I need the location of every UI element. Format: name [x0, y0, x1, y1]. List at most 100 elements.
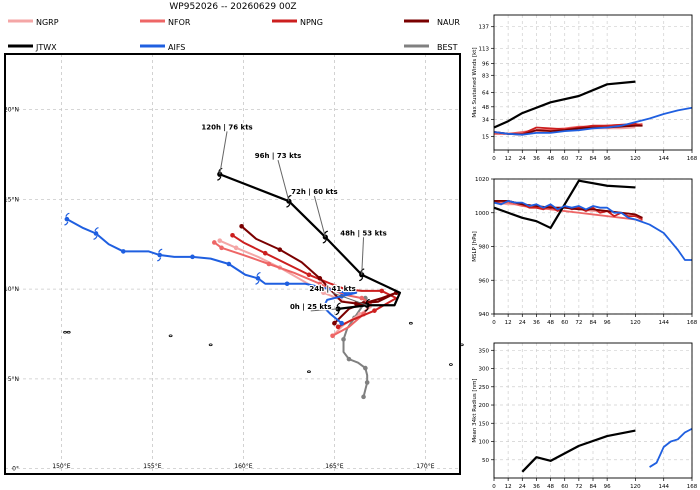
panel-y-tick-label: 940	[479, 312, 490, 318]
panel-x-tick-label: 36	[533, 320, 540, 326]
panel-y-tick-label: 15	[482, 135, 489, 141]
track-point-naur	[353, 301, 359, 306]
track-point-aifs	[121, 249, 126, 254]
panel-x-tick-label: 84	[590, 320, 597, 326]
panel-y-tick-label: 150	[479, 421, 490, 427]
panel-x-tick-label: 84	[590, 484, 597, 490]
panel-x-tick-label: 168	[687, 320, 698, 326]
map-island	[408, 321, 413, 325]
track-point-nfor	[317, 281, 323, 287]
annotation-leader	[332, 292, 368, 306]
track-point-ngrp	[217, 238, 223, 243]
track-point-nfor	[330, 333, 335, 339]
track-point-aifs	[190, 254, 195, 260]
map-lat-label: 5°N	[8, 376, 19, 383]
panel-y-tick-label: 960	[479, 278, 490, 284]
panel-x-tick-label: 24	[519, 320, 526, 326]
legend-label-best: BEST	[437, 43, 458, 52]
panel-line-jtwx	[521, 429, 636, 473]
panel-frame	[493, 178, 693, 315]
panel-x-tick-label: 120	[630, 320, 641, 326]
panel-y-tick-label: 100	[479, 440, 490, 446]
panel-x-tick-label: 72	[575, 156, 582, 162]
map-lon-label: 150°E	[52, 463, 70, 470]
legend: NGRP NFOR NPNG NAUR JTWX AIFS BEST	[8, 18, 460, 52]
track-point-npng	[379, 288, 385, 294]
panel-y-tick-label: 1020	[475, 177, 489, 183]
annotation-leader	[310, 308, 339, 312]
panel-x-tick-label: 24	[519, 156, 526, 162]
panel-y-tick-label: 1000	[475, 211, 489, 217]
track-point-npng	[306, 272, 312, 278]
track-point-aifs	[339, 320, 345, 326]
track-point-npng	[262, 250, 268, 256]
legend-label-npng: NPNG	[300, 18, 323, 27]
panel-frame	[493, 342, 693, 479]
annotation-label: 120h | 76 kts	[201, 123, 252, 132]
track-point-nfor	[212, 240, 217, 245]
panel-y-tick-label: 300	[479, 367, 490, 373]
panel-y-axis-label: MSLP [hPa]	[472, 231, 478, 262]
track-point-nfor	[266, 261, 272, 267]
track-point-naur	[239, 224, 244, 229]
panel-x-tick-label: 12	[505, 484, 512, 490]
track-point-aifs	[284, 281, 290, 287]
panel-y-tick-label: 64	[482, 90, 489, 96]
annotation-leader	[277, 159, 290, 202]
track-point-aifs	[226, 261, 232, 267]
panel-x-tick-label: 120	[630, 156, 641, 162]
panel-x-tick-label: 48	[547, 320, 554, 326]
map-frame	[4, 53, 461, 475]
legend-label-nfor: NFOR	[168, 18, 191, 27]
panel-x-tick-label: 144	[658, 484, 669, 490]
panel-x-tick-label: 48	[547, 156, 554, 162]
panel-x-tick-label: 120	[630, 484, 641, 490]
annotation-label: 72h | 60 kts	[291, 188, 338, 197]
panel-x-tick-label: 168	[687, 156, 698, 162]
annotation-label: 96h | 73 kts	[255, 152, 302, 161]
annotation-label: 48h | 53 kts	[340, 229, 387, 238]
map-island	[66, 330, 71, 334]
panel-line-aifs	[493, 106, 693, 136]
cyclone-symbol-arm	[335, 302, 341, 316]
track-point-npng	[343, 286, 348, 292]
track-point-best	[341, 337, 346, 342]
annotation-leader	[361, 237, 365, 275]
track-point-aifs	[157, 252, 162, 258]
map-lat-label: 15°N	[4, 196, 19, 203]
map-lat-label: 10°N	[4, 286, 19, 293]
track-point-ngrp	[233, 245, 239, 251]
panel-mslp: 0 12 24 36 48 60 72 84 96 120 144 168 940 960 980 1000 1…	[472, 177, 698, 326]
legend-label-jtwx: JTWX	[35, 43, 57, 52]
track-point-npng	[230, 232, 235, 238]
panel-y-tick-label: 350	[479, 348, 490, 354]
legend-label-ngrp: NGRP	[36, 18, 59, 27]
panel-y-axis-label: Max Sustained Winds [kt]	[472, 47, 478, 117]
panel-y-tick-label: 83	[482, 73, 489, 79]
track-aifs	[66, 218, 358, 325]
legend-label-naur: NAUR	[437, 18, 460, 27]
map-lon-label: 155°E	[143, 463, 161, 470]
cyclone-symbol-arm	[64, 212, 70, 226]
track-point-best	[346, 356, 352, 362]
panel-x-tick-label: 48	[547, 484, 554, 490]
panel-x-tick-label: 36	[533, 484, 540, 490]
panel-x-tick-label: 0	[492, 484, 496, 490]
panel-x-tick-label: 96	[604, 320, 611, 326]
cyclone-symbol	[217, 171, 223, 177]
panel-y-tick-label: 200	[479, 403, 490, 409]
cyclone-symbol-arm	[93, 227, 99, 240]
panel-y-tick-label: 980	[479, 245, 490, 251]
map-lon-label: 160°E	[234, 463, 252, 470]
map-lon-label: 170°E	[416, 463, 434, 470]
track-map: 150°E 155°E 160°E 165°E 170°E 0° 5°N 10°N 15°N 20…	[4, 53, 464, 475]
track-point-aifs	[93, 231, 99, 236]
panel-y-tick-label: 50	[482, 458, 489, 464]
track-jtwx	[219, 173, 402, 310]
map-island	[63, 330, 67, 334]
cyclone-symbol-arm	[157, 248, 163, 262]
track-point-aifs	[321, 304, 326, 310]
panel-y-tick-label: 137	[479, 25, 490, 31]
annotation-label: 24h | 41 kts	[309, 285, 356, 294]
